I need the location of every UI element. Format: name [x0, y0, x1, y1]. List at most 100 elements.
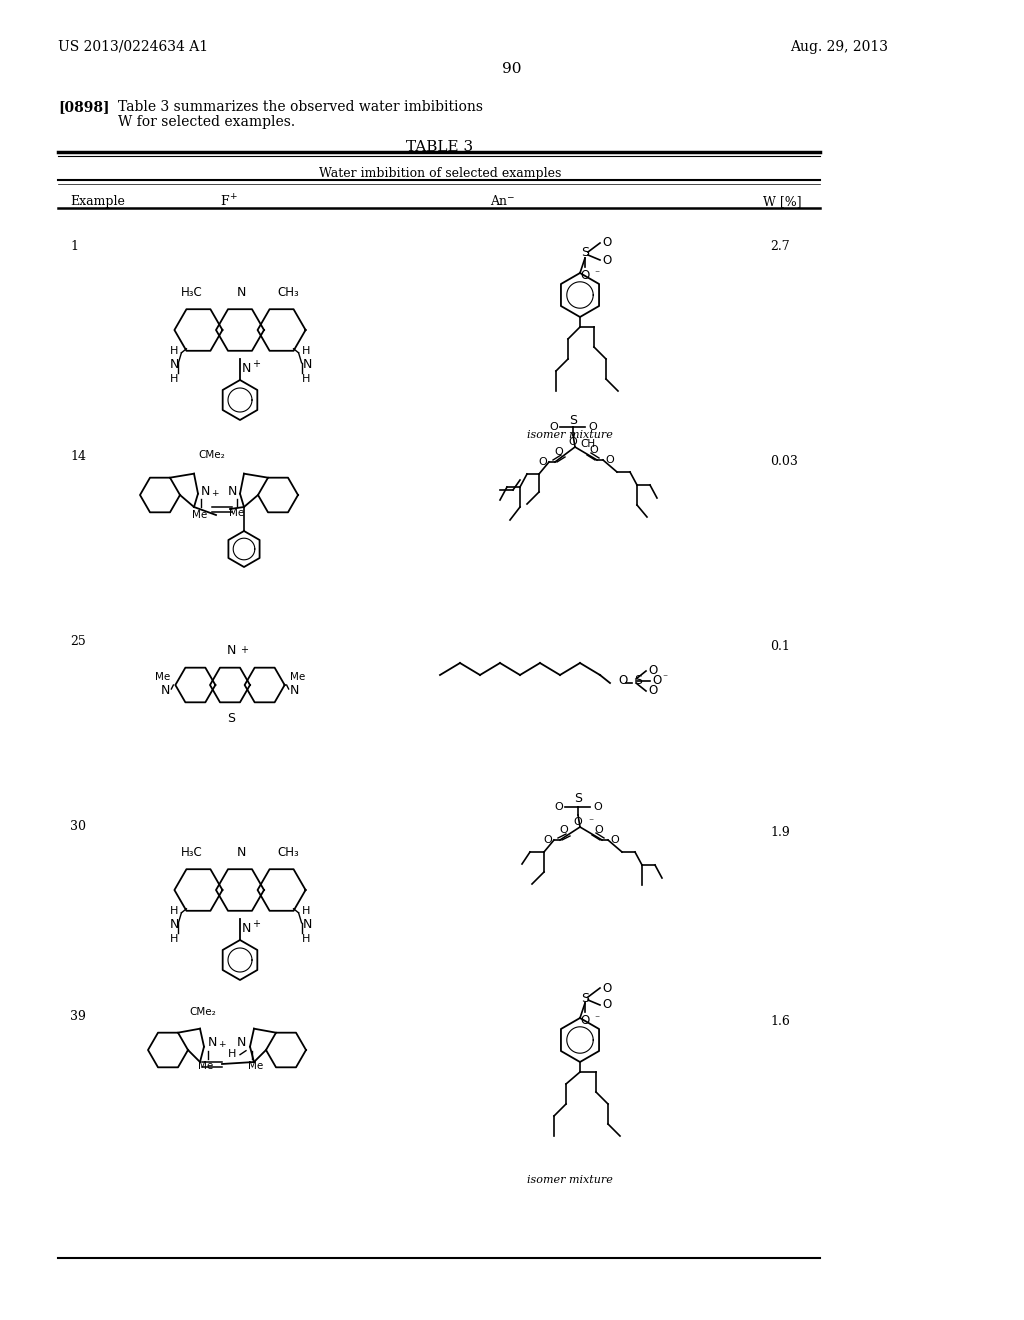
Text: CMe₂: CMe₂	[198, 450, 224, 459]
Text: O: O	[602, 982, 611, 994]
Text: W [%]: W [%]	[763, 195, 802, 209]
Text: O: O	[544, 836, 552, 845]
Text: N: N	[170, 358, 179, 371]
Text: O: O	[573, 817, 583, 828]
Text: H: H	[170, 346, 178, 356]
Text: ⁻: ⁻	[662, 673, 667, 682]
Text: Table 3 summarizes the observed water imbibitions: Table 3 summarizes the observed water im…	[118, 100, 483, 114]
Text: O: O	[549, 422, 558, 432]
Text: N: N	[242, 921, 251, 935]
Text: TABLE 3: TABLE 3	[407, 140, 473, 154]
Text: CMe₂: CMe₂	[189, 1007, 216, 1016]
Text: O: O	[568, 437, 578, 447]
Text: 90: 90	[502, 62, 522, 77]
Text: US 2013/0224634 A1: US 2013/0224634 A1	[58, 40, 208, 54]
Text: O: O	[602, 236, 611, 249]
Text: N: N	[290, 684, 299, 697]
Text: Me: Me	[155, 672, 170, 682]
Text: N: N	[161, 684, 170, 697]
Text: H₃C: H₃C	[180, 846, 203, 859]
Text: CH: CH	[580, 440, 595, 449]
Text: N: N	[237, 1036, 246, 1049]
Text: O: O	[554, 803, 563, 812]
Text: −: −	[506, 191, 513, 201]
Text: [0898]: [0898]	[58, 100, 110, 114]
Text: O: O	[554, 447, 563, 457]
Text: O: O	[610, 836, 618, 845]
Text: H: H	[170, 374, 178, 384]
Text: H: H	[302, 346, 310, 356]
Text: S: S	[581, 247, 589, 260]
Text: Water imbibition of selected examples: Water imbibition of selected examples	[318, 168, 561, 180]
Text: 30: 30	[70, 820, 86, 833]
Text: F: F	[220, 195, 228, 209]
Text: N: N	[303, 358, 312, 371]
Text: N: N	[303, 919, 312, 932]
Text: O: O	[648, 685, 657, 697]
Text: 14: 14	[70, 450, 86, 463]
Text: S: S	[227, 711, 234, 725]
Text: +: +	[252, 359, 260, 370]
Text: +: +	[252, 919, 260, 929]
Text: +: +	[240, 645, 248, 655]
Text: N: N	[237, 286, 246, 300]
Text: O: O	[589, 445, 598, 455]
Text: CH₃: CH₃	[278, 846, 299, 859]
Text: 39: 39	[70, 1010, 86, 1023]
Text: isomer mixture: isomer mixture	[527, 430, 613, 440]
Text: +: +	[218, 1040, 225, 1048]
Text: isomer mixture: isomer mixture	[527, 1175, 613, 1185]
Text: Example: Example	[70, 195, 125, 209]
Text: S: S	[581, 991, 589, 1005]
Text: H: H	[170, 933, 178, 944]
Text: 2.7: 2.7	[770, 240, 790, 253]
Text: Me: Me	[249, 1061, 263, 1071]
Text: N: N	[227, 486, 237, 498]
Text: N: N	[242, 362, 251, 375]
Text: ⁻: ⁻	[594, 269, 599, 279]
Text: W for selected examples.: W for selected examples.	[118, 115, 295, 129]
Text: An: An	[490, 195, 507, 209]
Text: H: H	[302, 933, 310, 944]
Text: ⁻: ⁻	[588, 817, 593, 828]
Text: 1.6: 1.6	[770, 1015, 790, 1028]
Text: O: O	[539, 457, 547, 467]
Text: N: N	[237, 846, 246, 859]
Text: O: O	[594, 825, 603, 836]
Text: H: H	[227, 1048, 236, 1059]
Text: O: O	[618, 675, 628, 688]
Text: 0.03: 0.03	[770, 455, 798, 469]
Text: O: O	[602, 253, 611, 267]
Text: O: O	[588, 422, 597, 432]
Text: Me: Me	[290, 672, 305, 682]
Text: S: S	[574, 792, 582, 805]
Text: N: N	[170, 919, 179, 932]
Text: Me: Me	[193, 510, 208, 520]
Text: N: N	[208, 1036, 217, 1049]
Text: N: N	[201, 486, 210, 498]
Text: O: O	[593, 803, 602, 812]
Text: N: N	[226, 644, 236, 657]
Text: S: S	[634, 675, 642, 688]
Text: H: H	[170, 906, 178, 916]
Text: O: O	[648, 664, 657, 677]
Text: 25: 25	[70, 635, 86, 648]
Text: O: O	[602, 998, 611, 1011]
Text: 0.1: 0.1	[770, 640, 790, 653]
Text: O: O	[581, 269, 590, 282]
Text: ⁻: ⁻	[594, 1014, 599, 1024]
Text: 1.9: 1.9	[770, 826, 790, 840]
Text: O: O	[581, 1014, 590, 1027]
Text: CH₃: CH₃	[278, 286, 299, 300]
Text: O: O	[605, 455, 613, 465]
Text: +: +	[211, 488, 218, 498]
Text: +: +	[229, 191, 237, 201]
Text: H: H	[302, 374, 310, 384]
Text: ⁻: ⁻	[583, 437, 588, 447]
Text: Aug. 29, 2013: Aug. 29, 2013	[790, 40, 888, 54]
Text: S: S	[569, 413, 577, 426]
Text: O: O	[559, 825, 568, 836]
Text: H: H	[302, 906, 310, 916]
Text: Me: Me	[199, 1061, 214, 1071]
Text: 1: 1	[70, 240, 78, 253]
